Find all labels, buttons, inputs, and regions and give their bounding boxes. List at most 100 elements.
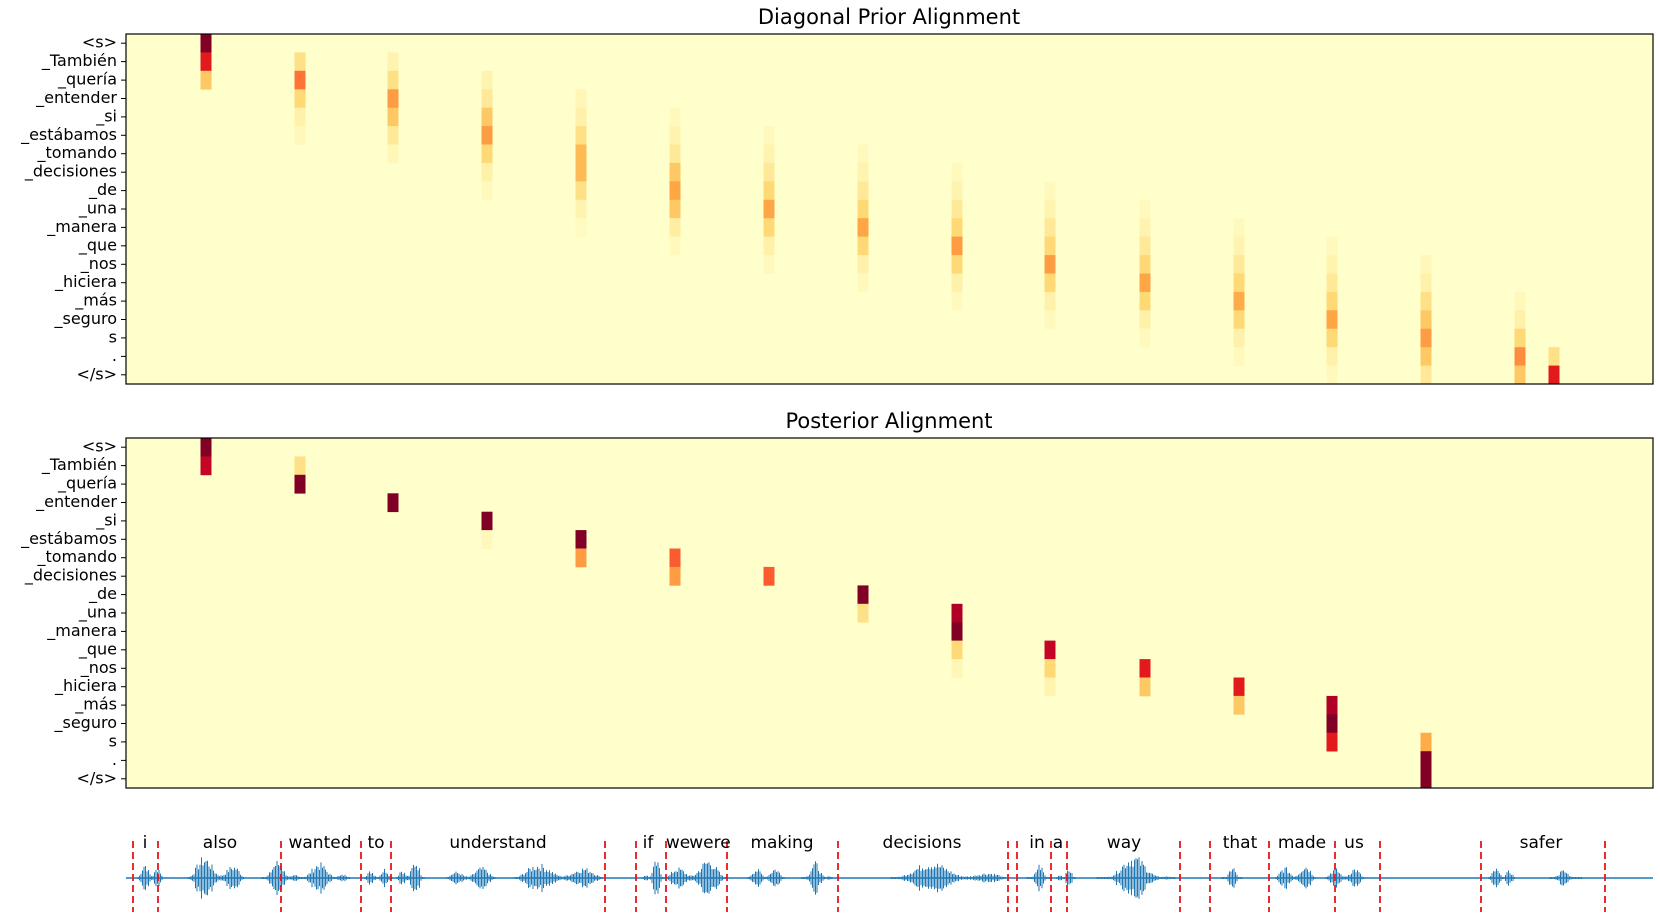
heatmap-cell bbox=[294, 456, 306, 476]
heatmap-cell bbox=[763, 218, 775, 237]
y-tick-label: _hiciera bbox=[54, 676, 117, 696]
y-tick-label: _manera bbox=[46, 621, 117, 641]
y-tick-label: </s> bbox=[76, 768, 117, 787]
heatmap-cell bbox=[387, 52, 399, 72]
y-tick-label: s bbox=[109, 731, 117, 750]
heatmap-cell bbox=[387, 70, 399, 90]
heatmap-cell bbox=[951, 218, 963, 237]
heatmap-cell bbox=[1139, 659, 1151, 678]
heatmap-cell bbox=[387, 493, 399, 513]
heatmap-cell bbox=[669, 144, 681, 164]
y-tick-label: _manera bbox=[46, 217, 117, 237]
heatmap-cell bbox=[1514, 310, 1526, 330]
heatmap-cell bbox=[951, 603, 963, 623]
y-tick-label: _estábamos bbox=[20, 125, 117, 145]
heatmap-cell bbox=[1139, 310, 1151, 330]
heatmap-cell bbox=[575, 89, 587, 109]
y-tick-label: _decisiones bbox=[24, 566, 117, 586]
heatmap-background bbox=[126, 438, 1653, 788]
word-label: wanted bbox=[288, 833, 351, 853]
heatmap-cell bbox=[294, 52, 306, 72]
word-label: decisions bbox=[883, 833, 962, 853]
diagonal-prior-heatmap: <s>_También_quería_entender_si_estábamos… bbox=[20, 5, 1654, 385]
heatmap-cell bbox=[1044, 255, 1056, 274]
heatmap-cell bbox=[1139, 218, 1151, 237]
y-tick-label: _más bbox=[74, 695, 117, 715]
heatmap-cell bbox=[763, 162, 775, 182]
heatmap-cell bbox=[669, 566, 681, 586]
heatmap-cell bbox=[387, 107, 399, 127]
word-label: safer bbox=[1520, 833, 1563, 853]
heatmap-cell bbox=[1139, 328, 1151, 348]
heatmap-cell bbox=[669, 218, 681, 237]
word-label: a bbox=[1053, 833, 1063, 853]
heatmap-cell bbox=[575, 126, 587, 145]
heatmap-cell bbox=[763, 126, 775, 145]
word-label: to bbox=[367, 833, 384, 853]
posterior-heatmap: <s>_También_quería_entender_si_estábamos… bbox=[20, 409, 1654, 789]
heatmap-cell bbox=[200, 34, 212, 53]
heatmap-cell bbox=[1139, 677, 1151, 697]
heatmap-cell bbox=[294, 89, 306, 109]
y-tick-label: </s> bbox=[76, 364, 117, 383]
heatmap-cell bbox=[857, 181, 869, 201]
heatmap-cell bbox=[1420, 273, 1432, 293]
word-label: us bbox=[1344, 833, 1364, 853]
y-tick-label: _quería bbox=[57, 70, 117, 90]
y-tick-label: _nos bbox=[80, 658, 117, 678]
heatmap-cell bbox=[669, 126, 681, 145]
heatmap-cell bbox=[1139, 291, 1151, 311]
heatmap-cell bbox=[857, 144, 869, 164]
heatmap-cell bbox=[857, 199, 869, 219]
heatmap-cell bbox=[1326, 732, 1338, 752]
heatmap-cell bbox=[1044, 291, 1056, 311]
heatmap-cell bbox=[575, 107, 587, 127]
heatmap-cell bbox=[1139, 255, 1151, 274]
heatmap-cell bbox=[294, 126, 306, 145]
heatmap-cell bbox=[1233, 236, 1245, 256]
heatmap-cell bbox=[951, 199, 963, 219]
heatmap-cell bbox=[200, 456, 212, 476]
heatmap-cell bbox=[1326, 310, 1338, 330]
heatmap-cell bbox=[1420, 769, 1432, 789]
heatmap-cell bbox=[1326, 328, 1338, 348]
heatmap-cell bbox=[1420, 732, 1432, 752]
heatmap-cell bbox=[763, 255, 775, 274]
word-label: made bbox=[1278, 833, 1326, 853]
heatmap-cell bbox=[1326, 255, 1338, 274]
heatmap-cell bbox=[669, 548, 681, 568]
y-tick-label: <s> bbox=[82, 33, 117, 52]
y-tick-label: _hiciera bbox=[54, 272, 117, 292]
heatmap-cell bbox=[1420, 291, 1432, 311]
heatmap-cell bbox=[481, 70, 493, 90]
heatmap-cell bbox=[857, 236, 869, 256]
heatmap-cell bbox=[575, 218, 587, 237]
heatmap-cell bbox=[763, 199, 775, 219]
y-tick-label: . bbox=[112, 346, 117, 365]
heatmap-cell bbox=[951, 622, 963, 641]
y-tick-label: _de bbox=[88, 180, 117, 200]
y-tick-label: _tomando bbox=[36, 547, 117, 567]
heatmap-cell bbox=[1139, 273, 1151, 293]
y-tick-label: _tomando bbox=[36, 143, 117, 163]
y-tick-label: _También bbox=[41, 455, 117, 475]
y-tick-label: _entender bbox=[35, 492, 117, 512]
word-label: in bbox=[1029, 833, 1045, 853]
heatmap-cell bbox=[1420, 310, 1432, 330]
heatmap-cell bbox=[1514, 347, 1526, 366]
heatmap-cell bbox=[951, 273, 963, 293]
heatmap-cell bbox=[1548, 365, 1560, 385]
heatmap-cell bbox=[951, 255, 963, 274]
heatmap-cells bbox=[200, 438, 1432, 789]
y-tick-label: _decisiones bbox=[24, 162, 117, 182]
y-tick-label: s bbox=[109, 327, 117, 346]
heatmap-cell bbox=[1233, 291, 1245, 311]
word-label: i bbox=[143, 833, 148, 853]
heatmap-cell bbox=[951, 640, 963, 660]
y-tick-label: _seguro bbox=[54, 309, 118, 329]
heatmap-cells bbox=[200, 34, 1560, 385]
word-label: also bbox=[203, 833, 237, 853]
heatmap-cell bbox=[200, 52, 212, 72]
heatmap-cell bbox=[857, 603, 869, 623]
heatmap-cell bbox=[387, 126, 399, 145]
